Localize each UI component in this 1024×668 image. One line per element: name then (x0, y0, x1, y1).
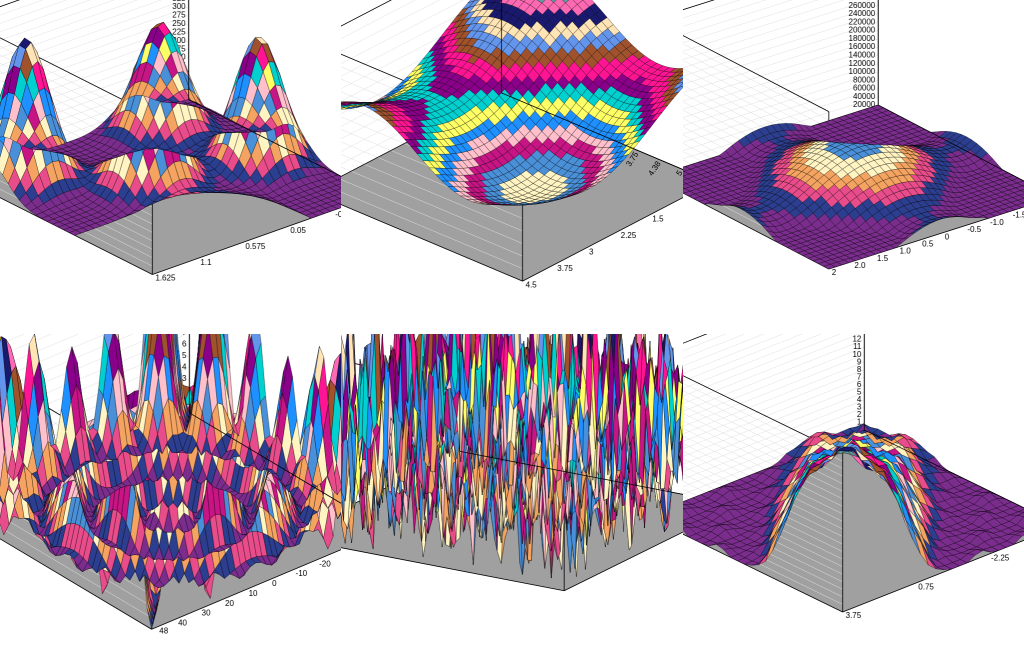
plot-tc (341, 0, 682, 334)
plot-bl-canvas (0, 334, 341, 668)
plot-tl-canvas (0, 0, 341, 334)
plot-tr (683, 0, 1024, 334)
plot-br (683, 334, 1024, 668)
plot-tc-canvas (341, 0, 682, 334)
plot-bc (341, 334, 682, 668)
plot-bl (0, 334, 341, 668)
plot-tl (0, 0, 341, 334)
plot-bc-canvas (341, 334, 682, 668)
plot-br-canvas (683, 334, 1024, 668)
plot-tr-canvas (683, 0, 1024, 334)
plot-grid (0, 0, 1024, 668)
